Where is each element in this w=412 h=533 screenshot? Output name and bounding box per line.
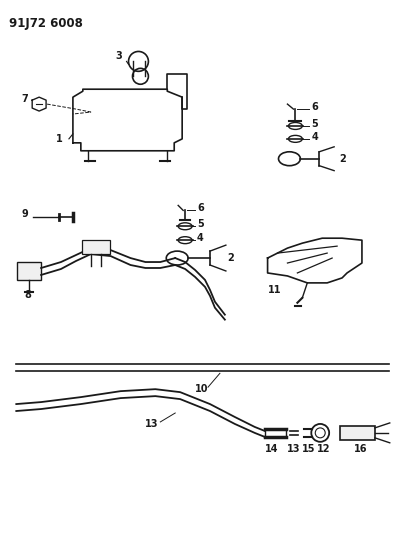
Text: 5: 5: [311, 119, 318, 129]
Text: 6: 6: [197, 204, 204, 213]
Ellipse shape: [178, 223, 192, 230]
Bar: [17, 262, 41, 280]
Text: 3: 3: [116, 51, 122, 61]
Text: 2: 2: [339, 154, 346, 164]
Text: 14: 14: [265, 444, 278, 454]
Ellipse shape: [288, 135, 302, 142]
Text: 4: 4: [311, 132, 318, 142]
Text: 2: 2: [227, 253, 234, 263]
Text: 12: 12: [317, 444, 331, 454]
Text: 13: 13: [145, 419, 159, 429]
Text: 7: 7: [21, 94, 28, 104]
Text: 15: 15: [302, 444, 316, 454]
Text: 6: 6: [311, 102, 318, 112]
Text: 1: 1: [56, 134, 63, 144]
Bar: [340, 426, 375, 440]
Text: 91J72 6008: 91J72 6008: [9, 17, 83, 30]
Text: 16: 16: [354, 444, 368, 454]
Ellipse shape: [288, 123, 302, 130]
Text: 4: 4: [197, 233, 204, 243]
Text: 11: 11: [267, 285, 281, 295]
Bar: [82, 240, 110, 254]
Text: 8: 8: [24, 290, 31, 300]
Text: 13: 13: [286, 444, 300, 454]
Text: 10: 10: [195, 384, 208, 394]
Ellipse shape: [178, 237, 192, 244]
Text: 5: 5: [197, 219, 204, 229]
Text: 9: 9: [21, 209, 28, 220]
Ellipse shape: [279, 152, 300, 166]
Ellipse shape: [166, 251, 188, 265]
